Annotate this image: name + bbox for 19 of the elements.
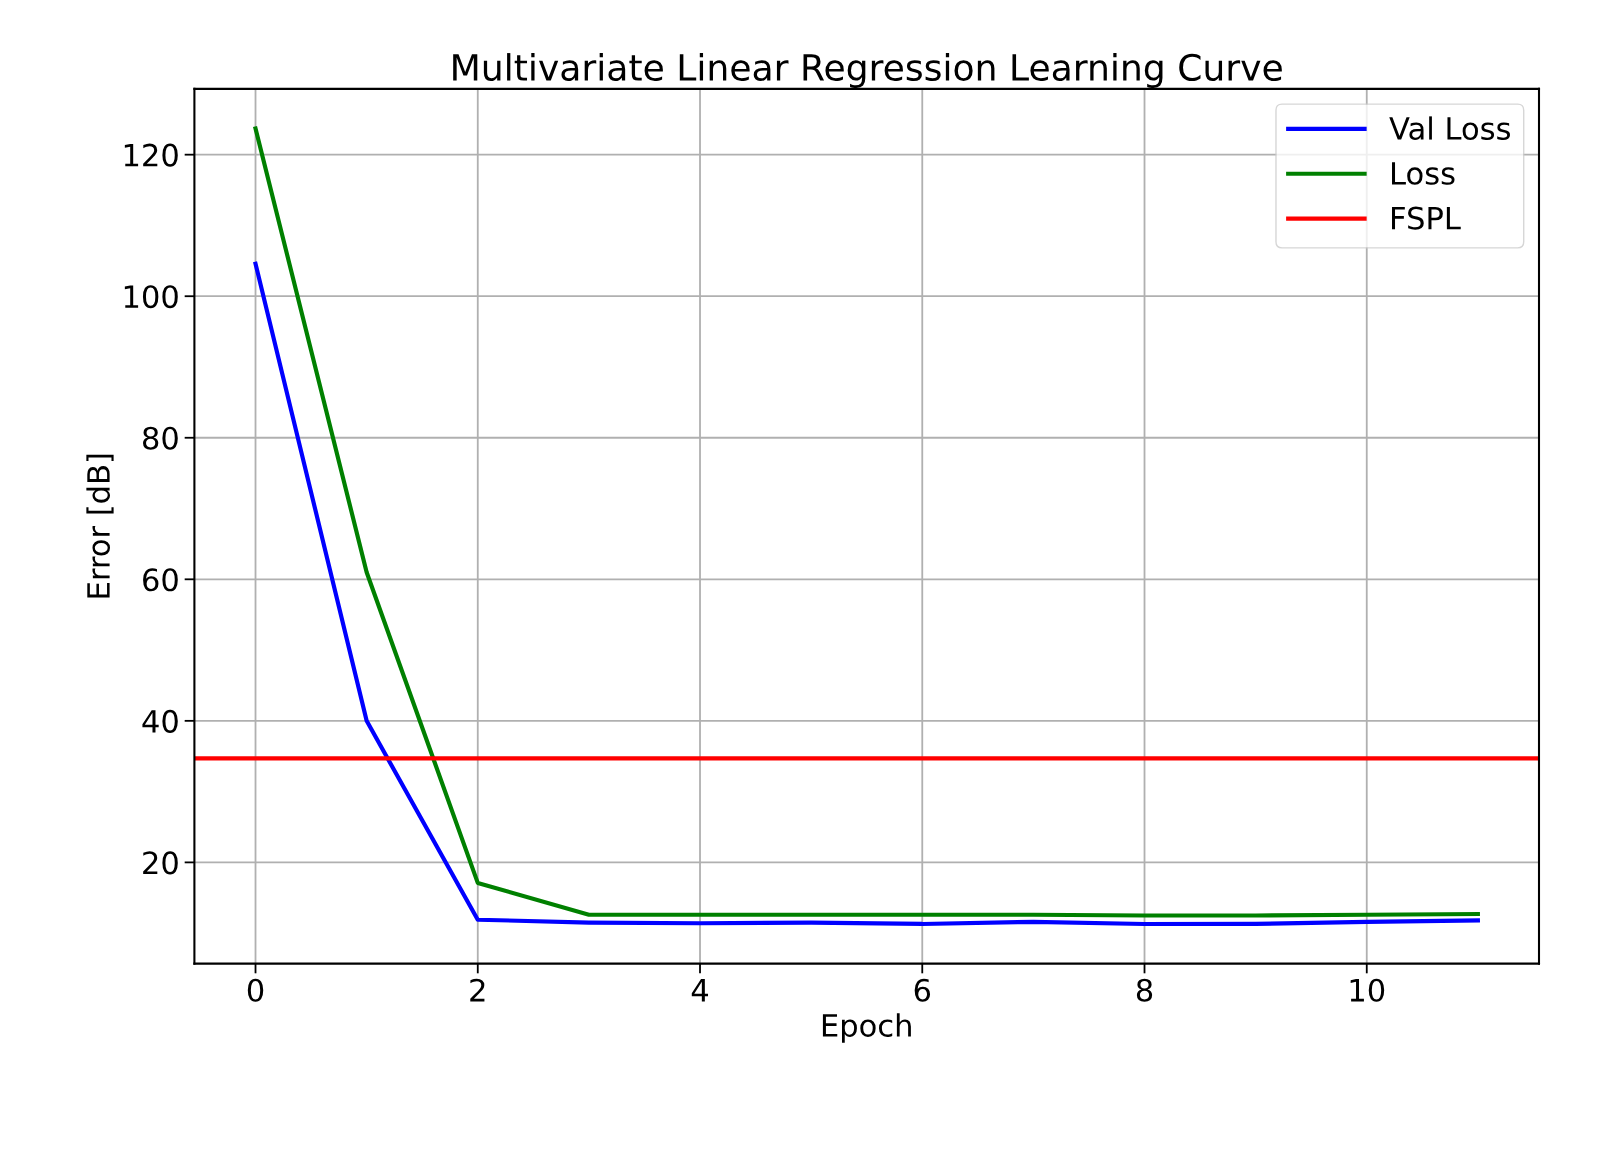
chart-title: Multivariate Linear Regression Learning Curve (453, 53, 1282, 89)
y-tick-label: 120 (124, 143, 178, 167)
x-tick-label: 2 (470, 978, 485, 1002)
x-tick-label: 4 (691, 979, 709, 1002)
y-tick-label: 20 (143, 851, 178, 875)
y-tick-label: 60 (143, 568, 178, 592)
y-tick-label: 80 (143, 426, 178, 450)
x-axis-title: Epoch (822, 1013, 911, 1043)
x-tick-label: 8 (1136, 978, 1153, 1002)
y-tick-label: 40 (142, 709, 178, 733)
x-tick-label: 0 (247, 978, 264, 1002)
y-tick-label: 100 (124, 285, 178, 309)
line-series (253, 261, 1480, 927)
x-tick-label: 10 (1350, 978, 1385, 1002)
legend-label: Loss (1392, 162, 1455, 185)
y-axis-title: Error [dB] (86, 454, 114, 598)
legend-label: Val Loss (1389, 116, 1511, 141)
legend-label: FSPL (1392, 206, 1461, 230)
x-tick-label: 6 (914, 978, 931, 1002)
